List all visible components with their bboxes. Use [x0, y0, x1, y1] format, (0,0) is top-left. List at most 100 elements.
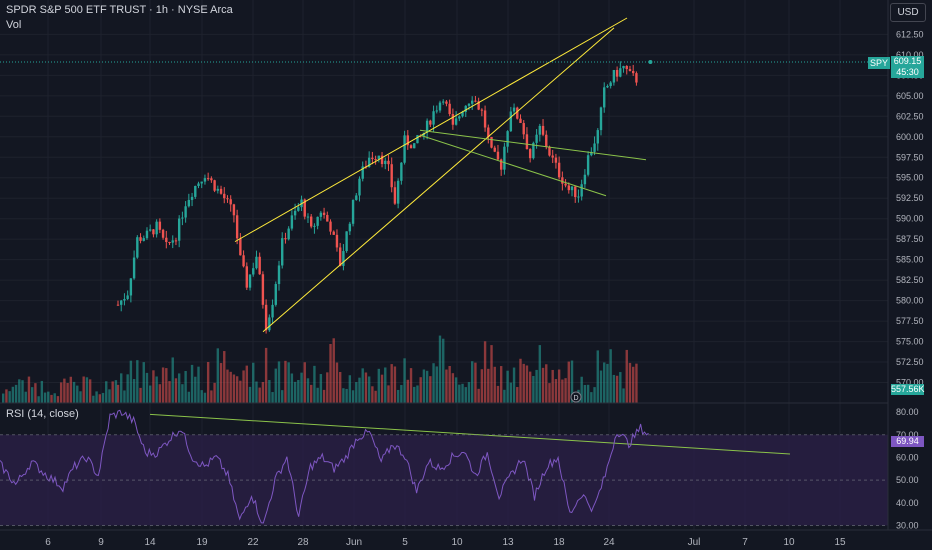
- candle-body: [467, 103, 471, 106]
- candle-body: [348, 223, 352, 232]
- volume-bar: [590, 392, 593, 403]
- candle-body: [442, 101, 445, 103]
- candle-body: [345, 231, 348, 252]
- price-tick-label: 612.50: [896, 29, 924, 39]
- volume-bar: [609, 349, 612, 403]
- volume-bar: [632, 366, 635, 403]
- time-tick-label: 24: [603, 537, 615, 548]
- volume-bar: [538, 345, 542, 403]
- candle-body: [316, 216, 319, 226]
- price-tick-label: 587.50: [896, 234, 924, 244]
- price-tick-label: 572.50: [896, 357, 924, 367]
- candle-body: [203, 178, 207, 182]
- candle-body: [580, 184, 583, 197]
- volume-bar: [451, 373, 455, 403]
- volume-bar: [429, 376, 432, 403]
- volume-bar: [374, 390, 377, 403]
- volume-bar: [316, 387, 319, 403]
- price-tick-label: 597.50: [896, 152, 924, 162]
- volume-bar: [570, 360, 574, 403]
- volume-bar: [503, 389, 506, 403]
- last-price-value: 609.15: [893, 56, 922, 66]
- candle-body: [277, 265, 281, 285]
- volume-bar: [95, 391, 98, 403]
- trendlines[interactable]: [149, 17, 791, 455]
- candle-body: [396, 180, 400, 204]
- volume-bar: [635, 363, 638, 403]
- rsi-tick-label: 80.00: [896, 407, 919, 417]
- candle-body: [351, 199, 355, 224]
- volume-bar: [332, 338, 335, 403]
- rsi-indicator-label[interactable]: RSI (14, close): [6, 408, 79, 420]
- rsi-tick-label: 40.00: [896, 498, 919, 508]
- volume-bar: [223, 351, 226, 403]
- volume-bar: [358, 377, 361, 403]
- volume-bar: [14, 384, 18, 403]
- candle-body: [306, 216, 310, 218]
- volume-bar: [442, 338, 445, 403]
- candle-body: [570, 186, 574, 191]
- volume-bar: [377, 368, 381, 403]
- candle-body: [400, 162, 403, 181]
- candle-body: [252, 268, 255, 275]
- volume-bar: [483, 341, 487, 403]
- candle-body: [290, 215, 294, 229]
- volume-bar: [226, 369, 229, 403]
- candle-body: [532, 142, 535, 159]
- price-tick-label: 592.50: [896, 193, 924, 203]
- volume-bar: [335, 362, 339, 403]
- volume-bar: [268, 379, 271, 403]
- volume-bar: [161, 367, 165, 403]
- candle-body: [413, 143, 416, 149]
- volume-bar: [235, 376, 239, 403]
- volume-bar: [432, 363, 435, 403]
- volume-bar: [464, 387, 467, 403]
- volume-bar: [132, 379, 136, 403]
- volume-bar: [63, 378, 66, 403]
- candle-body: [358, 178, 361, 196]
- candle-body: [625, 65, 628, 70]
- currency-button[interactable]: USD: [890, 3, 926, 22]
- candle-body: [126, 295, 129, 299]
- volume-bar: [277, 361, 281, 403]
- volume-bar: [619, 372, 622, 403]
- volume-bar: [79, 391, 82, 403]
- symbol-tag: SPY: [868, 57, 890, 69]
- volume-bar: [477, 388, 480, 403]
- trendline-upper: [234, 17, 628, 243]
- candle-body: [622, 65, 625, 69]
- volume-bar: [380, 374, 384, 403]
- volume-bar: [445, 369, 448, 403]
- volume-bar: [338, 371, 342, 403]
- candle-body: [461, 111, 464, 117]
- volume-bar: [487, 368, 490, 403]
- dividend-marker-icon[interactable]: [570, 391, 582, 403]
- volume-bar: [139, 387, 142, 403]
- volume-bar: [111, 381, 114, 403]
- candle-body: [406, 135, 409, 146]
- candle-body: [425, 120, 429, 133]
- volume-bar: [37, 396, 40, 403]
- candle-body: [284, 238, 287, 240]
- candle-body: [287, 228, 290, 240]
- volume-bar: [419, 377, 422, 403]
- volume-bar: [2, 393, 5, 403]
- volume-bar: [326, 372, 329, 403]
- candle-body: [216, 188, 220, 191]
- volume-bar: [422, 369, 426, 403]
- volume-bar: [255, 381, 258, 403]
- volume-bar: [271, 392, 274, 403]
- channel-lower: [419, 134, 607, 197]
- candle-body: [261, 274, 265, 305]
- candle-body: [493, 147, 496, 152]
- volume-bar: [53, 393, 56, 403]
- volume-bar: [548, 383, 551, 403]
- candle-body: [264, 304, 268, 331]
- candle-body: [329, 221, 332, 232]
- candle-body: [342, 251, 345, 266]
- candle-body: [297, 207, 300, 211]
- time-tick-label: 6: [45, 537, 51, 548]
- volume-bar: [82, 376, 85, 403]
- candle-body: [326, 214, 329, 222]
